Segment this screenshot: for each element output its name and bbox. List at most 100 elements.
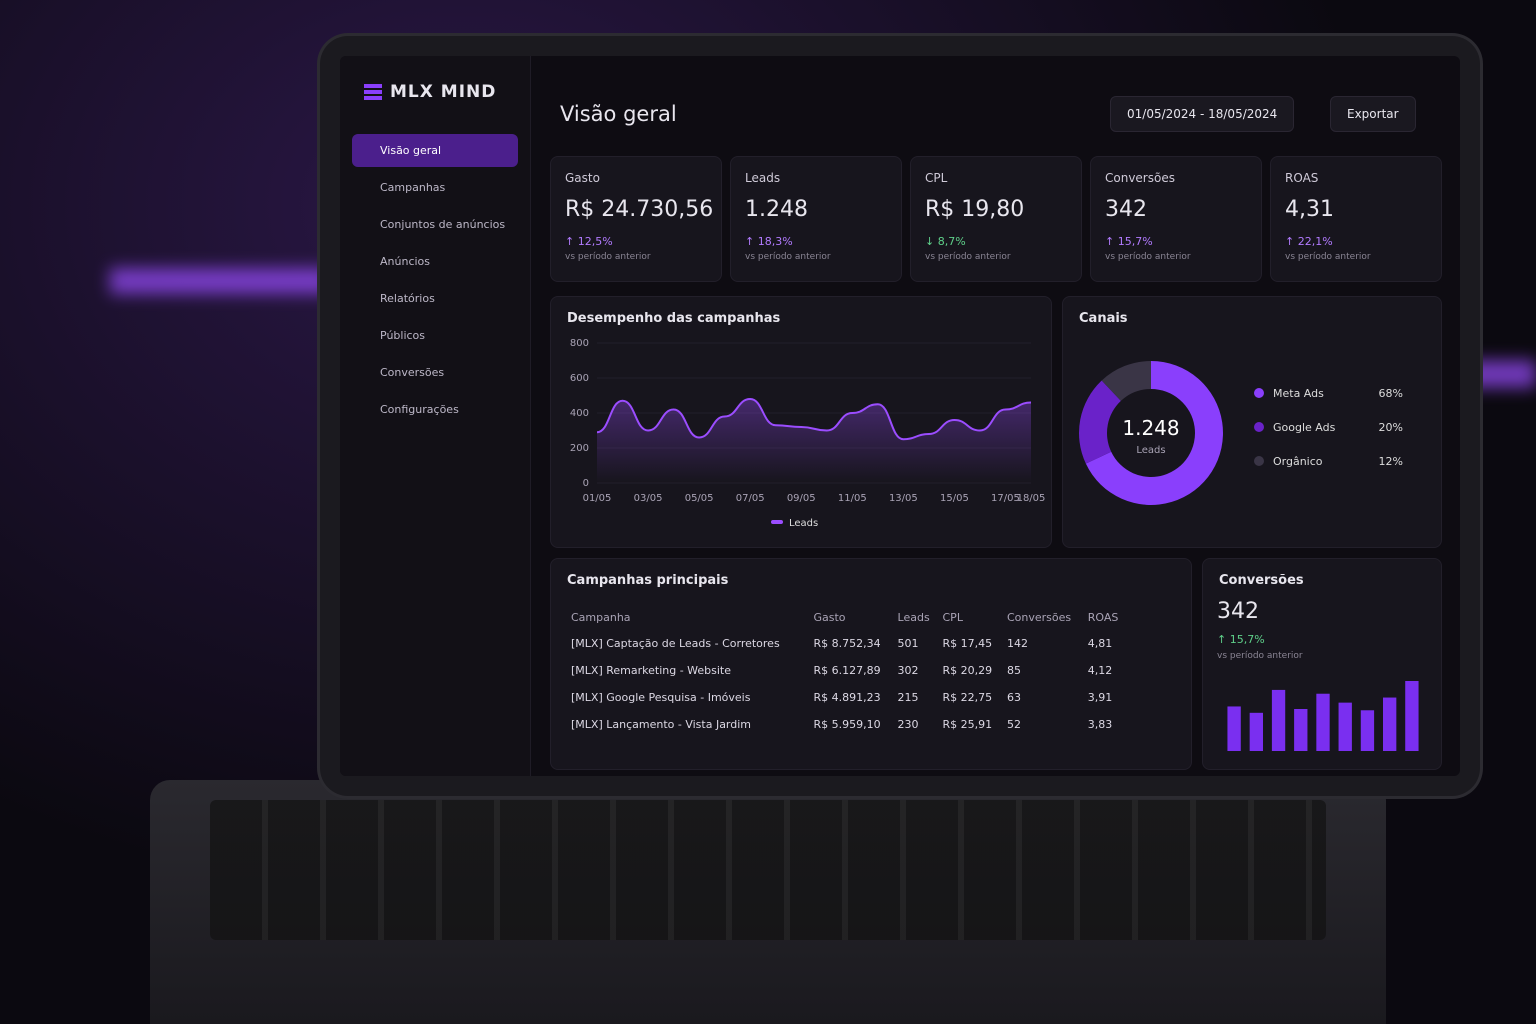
export-button[interactable]: Exportar [1330,96,1416,132]
donut-slice [1085,361,1223,505]
legend-label: Google Ads [1273,421,1336,434]
bar [1227,706,1241,751]
x-tick-label: 07/05 [736,493,765,504]
laptop-base [150,780,1386,1024]
y-tick-label: 0 [583,478,589,489]
value-label: 12% [1379,455,1403,468]
table-row: [MLX] Lançamento - Vista Jardim R$ 5.959,… [567,711,1127,738]
kpi-value: 342 [1105,197,1147,222]
table-row: [MLX] Captação de Leads - Corretores R$ 8… [567,630,1127,657]
x-tick-label: 17/05 [991,493,1020,504]
date-range[interactable]: 01/05/2024 - 18/05/2024 [1110,96,1295,132]
x-tick-label: 11/05 [838,493,867,504]
nav-item[interactable]: Visão geral [352,134,518,167]
legend-dot [1254,388,1264,398]
neon-light [110,268,330,294]
bar [1316,693,1330,751]
kpi-label: CPL [925,171,948,185]
nav-item[interactable]: Campanhas [380,181,446,194]
conversions-card: Conversões 342 ↑ 15,7% vs período anteri… [1202,558,1442,770]
nav-item[interactable]: Relatórios [380,292,435,305]
nav-item[interactable]: Conversões [380,366,445,379]
kpi-label: Conversões [1105,171,1175,185]
kpi-note: vs período anterior [925,252,1011,262]
kpi-note: vs período anterior [745,252,831,262]
kpi-delta: ↑ 22,1% [1285,235,1333,248]
x-tick-label: 13/05 [889,493,918,504]
bar [1360,710,1375,751]
bar [1338,702,1352,751]
bar-chart [1227,681,1419,751]
line [596,397,1032,441]
column-header: Campanha [571,611,631,624]
legend-label: Leads [789,518,818,529]
column-header: ROAS [1087,611,1119,624]
table-cell: 63 [1007,691,1021,704]
kpi-card: Gasto R$ 24.730,56 ↑ 12,5% vs período anter… [550,156,722,282]
table-card: Campanhas principais Campanha Gasto Leads C… [550,558,1192,770]
card-delta: ↑ 15,7% [1217,633,1265,646]
table-cell: R$ 6.127,89 [813,664,881,677]
table-cell: 4,81 [1087,637,1113,650]
table-cell: 4,12 [1087,664,1113,677]
legend-dot [1254,422,1264,432]
y-tick-label: 200 [570,443,589,454]
nav: Visão geral Campanhas Conjuntos de anúncio… [352,134,518,430]
campaign-table: Campanha Gasto Leads CPL Conversões ROAS [MLX]… [567,605,1127,738]
nav-item[interactable]: Públicos [380,329,426,342]
nav-item[interactable]: Conjuntos de anúncios [380,218,506,231]
table-cell: R$ 8.752,34 [813,637,881,650]
column-header: Conversões [1007,611,1072,624]
line-card: Desempenho das campanhas 0 200 400 600 800 01… [550,296,1052,548]
card-note: vs período anterior [1217,651,1303,661]
y-tick-label: 400 [570,408,589,419]
table-cell: R$ 22,75 [942,691,993,704]
table-cell: 3,83 [1087,718,1113,731]
screen: MLX MIND Visão geral Campanhas Conjuntos d… [340,56,1460,776]
sidebar: MLX MIND Visão geral Campanhas Conjuntos d… [340,56,531,776]
main: Visão geral 01/05/2024 - 18/05/2024 Expo… [550,56,1460,776]
page-title: Visão geral [560,102,677,126]
table-cell: [MLX] Remarketing - Website [571,664,732,677]
table-cell: 302 [897,664,919,677]
x-tick-label: 09/05 [787,493,816,504]
kpi-value: 4,31 [1285,197,1334,222]
kpi-delta: ↑ 15,7% [1105,235,1153,248]
brand: MLX MIND [364,82,496,102]
keyboard [210,800,1326,940]
legend-label: Meta Ads [1273,387,1324,400]
kpi-value: 1.248 [745,197,808,222]
card-title: Conversões [1219,573,1304,588]
nav-item[interactable]: Anúncios [380,255,431,268]
brand-name: MLX MIND [390,82,497,102]
bar [1249,712,1263,751]
card-value: 342 [1217,599,1259,624]
donut-card: Canais Meta Ads 68% Google Ads 20% Orgânico 1… [1062,296,1442,548]
legend-label: Orgânico [1273,455,1323,468]
kpi-value: R$ 19,80 [925,197,1025,222]
x-tick-label: 18/05 [1017,493,1046,504]
chart-title: Desempenho das campanhas [567,311,781,326]
y-tick-label: 600 [570,373,589,384]
table-cell: 85 [1007,664,1021,677]
laptop: MLX MIND Visão geral Campanhas Conjuntos d… [320,36,1480,796]
bar [1405,681,1419,751]
column-header: CPL [942,611,963,624]
column-header: Leads [897,611,930,624]
bar [1271,689,1286,751]
table-cell: 501 [897,637,919,650]
legend-dot [1254,456,1264,466]
y-tick-label: 800 [570,338,589,349]
table-cell: 215 [897,691,919,704]
logo [364,84,382,100]
table-cell: 230 [897,718,919,731]
table-row: [MLX] Remarketing - Website R$ 6.127,89 30… [567,657,1127,684]
table-cell: R$ 5.959,10 [813,718,881,731]
kpi-delta: ↓ 8,7% [925,235,966,248]
table-cell: [MLX] Lançamento - Vista Jardim [571,718,752,731]
nav-item[interactable]: Configurações [380,403,459,416]
table-cell: 52 [1007,718,1021,731]
x-tick-label: 05/05 [685,493,714,504]
x-tick-label: 15/05 [940,493,969,504]
